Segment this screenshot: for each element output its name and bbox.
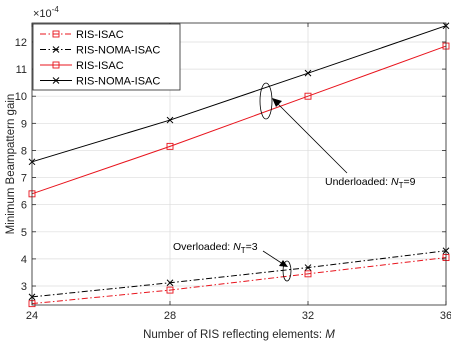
underloaded-arrowhead	[272, 98, 282, 107]
data-point-s0-2	[304, 270, 312, 278]
grid	[31, 23, 447, 305]
overloaded-arrow-line	[262, 250, 284, 265]
data-point-s2-1	[166, 142, 174, 150]
legend-label-2: RIS-ISAC	[76, 60, 124, 72]
plot-frame	[31, 22, 447, 306]
data-point-s1-2	[304, 264, 312, 271]
x-tick-label: 32	[302, 310, 314, 322]
series-lines	[31, 25, 447, 305]
data-point-s0-1	[166, 286, 174, 294]
data-point-s1-1	[166, 279, 174, 287]
y-tick-label: 11	[16, 64, 27, 76]
legend: RIS-ISAC RIS-NOMA-ISAC RIS-ISAC RIS-NOMA-IS…	[32, 23, 181, 91]
annotation-underloaded: Underloaded: NT=9	[259, 82, 416, 190]
data-point-s3-1	[166, 116, 174, 124]
y-tick-label: 8	[21, 145, 27, 157]
legend-marker-3	[52, 77, 60, 84]
series-line-2	[31, 45, 447, 195]
series-line-1	[31, 250, 447, 298]
x-tick-label: 28	[164, 310, 176, 322]
y-exponent: ×10-4	[33, 5, 59, 20]
legend-label-3: RIS-NOMA-ISAC	[76, 76, 160, 88]
overloaded-label: Overloaded: NT=3	[173, 241, 258, 255]
legend-label-1: RIS-NOMA-ISAC	[76, 45, 160, 57]
overloaded-arrowhead	[279, 260, 288, 267]
legend-marker-0	[52, 30, 60, 38]
legend-marker-1	[52, 46, 60, 53]
underloaded-arrow-line	[276, 102, 348, 174]
legend-items: RIS-ISAC RIS-NOMA-ISAC RIS-ISAC RIS-NOMA-IS…	[40, 29, 160, 88]
y-tick-label: 5	[21, 227, 27, 239]
underloaded-ellipse	[259, 82, 273, 120]
y-tick-label: 10	[15, 91, 27, 103]
y-tick-label: 12	[15, 37, 27, 49]
data-point-s2-2	[304, 92, 312, 100]
data-point-s3-2	[304, 69, 312, 77]
legend-marker-2	[52, 61, 60, 69]
underloaded-label: Underloaded: NT=9	[325, 176, 416, 190]
legend-label-0: RIS-ISAC	[76, 29, 124, 41]
y-tick-label: 4	[21, 254, 27, 266]
x-tick-label: 36	[440, 310, 451, 322]
series-line-0	[31, 257, 447, 305]
x-tick-label: 24	[26, 310, 38, 322]
y-axis-label: Minimum Beampattern gain	[5, 94, 17, 235]
annotation-overloaded: Overloaded: NT=3	[173, 241, 292, 282]
y-tick-label: 7	[21, 173, 27, 185]
y-tick-label: 9	[21, 118, 27, 130]
series-line-3	[31, 25, 447, 163]
x-axis-label: Number of RIS reflecting elements: M	[143, 329, 335, 341]
y-tick-label: 6	[21, 200, 27, 212]
overloaded-ellipse	[282, 260, 292, 282]
y-tick-label: 3	[21, 281, 27, 293]
